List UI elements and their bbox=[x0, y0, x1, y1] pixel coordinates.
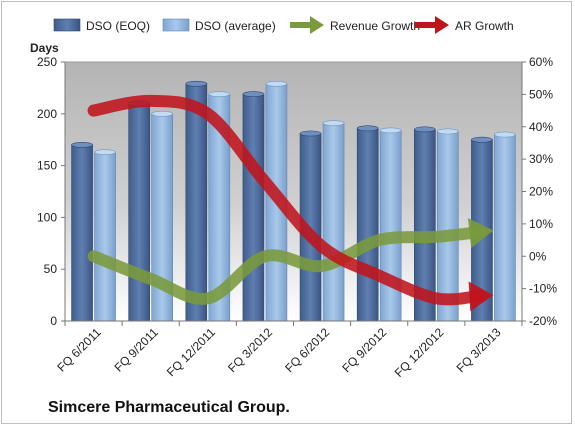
revenue-growth-point-2 bbox=[207, 297, 209, 299]
ar-growth-point-5 bbox=[378, 274, 380, 276]
ar-growth-point-3 bbox=[264, 181, 266, 183]
x-tick-label-3: FQ 3/2012 bbox=[225, 325, 275, 375]
y-tick-label-3: 150 bbox=[37, 159, 57, 173]
revenue-growth-point-7 bbox=[492, 229, 494, 231]
ar-growth-arrowhead bbox=[468, 281, 494, 312]
bar-dso-eoq-5 bbox=[356, 128, 379, 322]
ar-growth-point-4 bbox=[321, 245, 323, 247]
revenue-growth-point-6 bbox=[435, 236, 437, 238]
bar-dso-eoq-0 bbox=[71, 144, 93, 322]
legend-label-ar-growth: AR Growth bbox=[455, 19, 514, 33]
y2-tick-label-0: -20% bbox=[529, 314, 557, 328]
legend-arrow-revenue-growth bbox=[310, 16, 324, 34]
x-tick-label-0: FQ 6/2011 bbox=[54, 325, 104, 375]
revenue-growth-point-5 bbox=[378, 239, 380, 241]
y-axis-title: Days bbox=[30, 41, 59, 55]
revenue-growth-point-0 bbox=[92, 255, 94, 257]
bar-dso-average-7 bbox=[494, 134, 516, 322]
ar-growth-point-1 bbox=[149, 100, 151, 102]
company-name: Simcere Pharmaceutical Group. bbox=[48, 399, 290, 416]
bar-cap-dso-average-7 bbox=[494, 131, 516, 138]
bar-cap-dso-average-1 bbox=[151, 110, 173, 117]
y2-tick-label-1: -10% bbox=[529, 282, 557, 296]
revenue-growth-point-4 bbox=[321, 265, 323, 267]
ar-growth-point-7 bbox=[492, 294, 494, 296]
bar-cap-dso-average-3 bbox=[265, 80, 288, 87]
legend-swatch-dso-eoq bbox=[53, 18, 81, 32]
bar-dso-average-4 bbox=[322, 122, 345, 322]
x-tick-label-1: FQ 9/2011 bbox=[111, 325, 161, 375]
legend-swatch-dso-average bbox=[162, 18, 190, 32]
y2-tick-label-2: 0% bbox=[529, 249, 547, 263]
y2-tick-label-6: 40% bbox=[529, 120, 553, 134]
x-tick-label-7: FQ 3/2013 bbox=[454, 325, 504, 375]
y-tick-label-5: 250 bbox=[37, 55, 57, 69]
x-tick-label-2: FQ 12/2011 bbox=[164, 325, 218, 379]
y-tick-label-0: 0 bbox=[50, 314, 57, 328]
bar-dso-eoq-1 bbox=[128, 103, 150, 322]
bar-cap-dso-average-0 bbox=[94, 149, 116, 156]
bar-cap-dso-eoq-3 bbox=[242, 91, 265, 98]
legend-label-revenue-growth: Revenue Growth bbox=[330, 19, 420, 33]
bar-dso-eoq-3 bbox=[242, 93, 265, 322]
revenue-growth-arrowhead bbox=[467, 218, 494, 248]
bar-dso-average-6 bbox=[437, 131, 459, 322]
bar-cap-dso-average-5 bbox=[379, 127, 402, 134]
revenue-growth-point-1 bbox=[149, 278, 151, 280]
y-tick-label-4: 200 bbox=[37, 107, 57, 121]
bar-cap-dso-eoq-5 bbox=[356, 125, 379, 132]
y2-tick-label-3: 10% bbox=[529, 217, 553, 231]
bar-dso-eoq-2 bbox=[185, 83, 208, 322]
revenue-growth-point-3 bbox=[264, 255, 266, 257]
legend-label-dso-eoq: DSO (EOQ) bbox=[86, 19, 150, 33]
bar-cap-dso-average-6 bbox=[437, 128, 459, 135]
y-tick-label-2: 100 bbox=[37, 210, 57, 224]
y2-tick-label-7: 50% bbox=[529, 87, 553, 101]
x-tick-label-5: FQ 9/2012 bbox=[339, 325, 389, 375]
ar-growth-point-0 bbox=[92, 109, 94, 111]
bar-cap-dso-eoq-4 bbox=[299, 130, 322, 137]
x-tick-label-4: FQ 6/2012 bbox=[282, 325, 332, 375]
bar-cap-dso-eoq-0 bbox=[71, 141, 93, 148]
ar-growth-point-6 bbox=[435, 297, 437, 299]
bar-dso-average-0 bbox=[94, 151, 116, 322]
y2-tick-label-5: 30% bbox=[529, 152, 553, 166]
bar-cap-dso-average-2 bbox=[208, 91, 231, 98]
x-tick-label-6: FQ 12/2012 bbox=[392, 325, 447, 380]
bar-cap-dso-average-4 bbox=[322, 120, 345, 127]
legend-arrow-ar-growth bbox=[435, 16, 449, 34]
ar-growth-line bbox=[87, 94, 486, 306]
y2-tick-label-4: 20% bbox=[529, 185, 553, 199]
bar-dso-average-5 bbox=[379, 130, 402, 322]
bar-cap-dso-eoq-2 bbox=[185, 80, 208, 87]
bar-cap-dso-eoq-6 bbox=[414, 126, 436, 133]
ar-growth-point-2 bbox=[207, 113, 209, 115]
legend-label-dso-average: DSO (average) bbox=[195, 19, 276, 33]
revenue-growth-line bbox=[87, 225, 486, 305]
y-tick-label-1: 50 bbox=[44, 262, 58, 276]
bar-cap-dso-eoq-7 bbox=[471, 136, 493, 143]
y2-tick-label-8: 60% bbox=[529, 55, 553, 69]
